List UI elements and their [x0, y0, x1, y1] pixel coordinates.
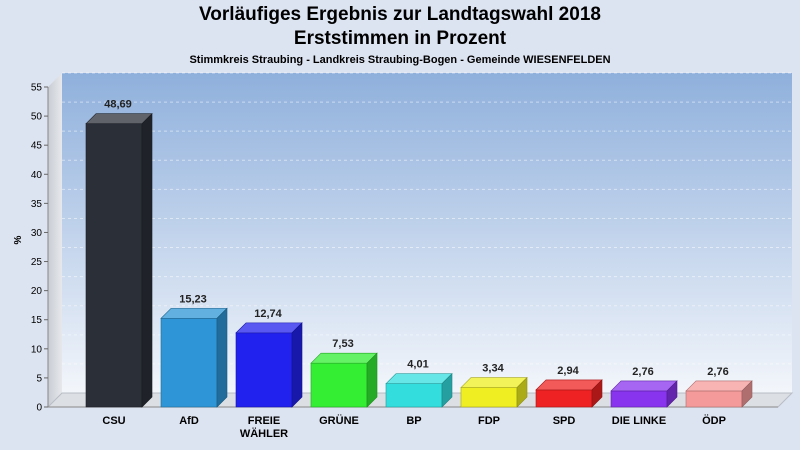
bar-fdp: [460, 376, 528, 408]
data-label: 3,34: [482, 363, 504, 375]
y-tick-label: 40: [31, 170, 43, 181]
bar-top: [610, 380, 678, 392]
bar-bp: [385, 372, 453, 408]
bar-front: [610, 390, 668, 408]
data-label: 48,69: [104, 99, 132, 111]
bar-front: [310, 362, 368, 408]
bar-side: [516, 376, 528, 408]
chart-note: Stimmkreis Straubing - Landkreis Straubi…: [189, 54, 611, 66]
bar-front: [685, 390, 743, 408]
data-label: 2,76: [632, 366, 653, 378]
bar-front: [460, 387, 518, 408]
bar-front: [85, 123, 143, 408]
bar-top: [235, 322, 303, 334]
bar-ödp: [685, 380, 753, 408]
bar-top: [85, 113, 153, 125]
data-label: 4,01: [407, 359, 428, 371]
bar-afd: [160, 307, 228, 408]
x-tick-label: BP: [406, 415, 421, 427]
x-tick-label: CSU: [102, 415, 125, 427]
bar-side: [366, 352, 378, 408]
y-tick-label: 45: [31, 141, 43, 152]
x-tick-label: FDP: [478, 415, 500, 427]
y-tick-label: 5: [36, 373, 42, 384]
y-tick-label: 50: [31, 112, 43, 123]
bar-spd: [535, 379, 603, 408]
y-tick-label: 20: [31, 286, 43, 297]
bar-side: [291, 322, 303, 408]
bar-grüne: [310, 352, 378, 408]
bar-side: [441, 372, 453, 408]
x-tick-label: WÄHLER: [240, 427, 288, 440]
bar-csu: [85, 112, 153, 408]
x-tick-label: ÖDP: [702, 414, 726, 427]
bar-front: [385, 383, 443, 408]
y-tick-label: 15: [31, 315, 43, 326]
bar-side: [666, 380, 678, 408]
chart-title: Vorläufiges Ergebnis zur Landtagswahl 20…: [199, 4, 601, 25]
bar-side: [141, 112, 153, 408]
data-label: 15,23: [179, 293, 207, 305]
bar-top: [160, 308, 228, 319]
x-tick-label: FREIE: [248, 415, 280, 427]
data-label: 2,94: [557, 365, 579, 377]
bar-die linke: [610, 380, 678, 408]
x-tick-label: AfD: [179, 415, 199, 427]
y-tick-label: 0: [36, 403, 42, 414]
x-tick-label: SPD: [553, 415, 576, 427]
x-tick-label: DIE LINKE: [612, 415, 666, 427]
y-tick-label: 30: [31, 228, 43, 239]
y-tick-label: 25: [31, 257, 43, 268]
data-label: 7,53: [332, 338, 353, 350]
plot-left-wall: [48, 73, 62, 407]
x-tick-label: GRÜNE: [319, 414, 359, 427]
bar-front: [160, 318, 218, 408]
bar-side: [216, 307, 228, 408]
data-label: 2,76: [707, 366, 728, 378]
bar-top: [385, 373, 453, 384]
bar-top: [535, 379, 603, 391]
data-label: 12,74: [254, 308, 282, 320]
bar-freie-wähler: [235, 322, 303, 408]
y-axis-label: %: [13, 235, 24, 244]
bar-top: [685, 380, 753, 392]
y-tick-label: 10: [31, 344, 43, 355]
y-tick-label: 55: [31, 83, 43, 94]
bar-front: [235, 332, 293, 408]
chart-subtitle: Erststimmen in Prozent: [293, 28, 507, 49]
bar-side: [741, 380, 753, 408]
bar-side: [591, 379, 603, 408]
y-tick-label: 35: [31, 199, 43, 210]
bar-top: [310, 352, 378, 364]
bar-front: [535, 389, 593, 408]
bar-top: [460, 377, 528, 388]
